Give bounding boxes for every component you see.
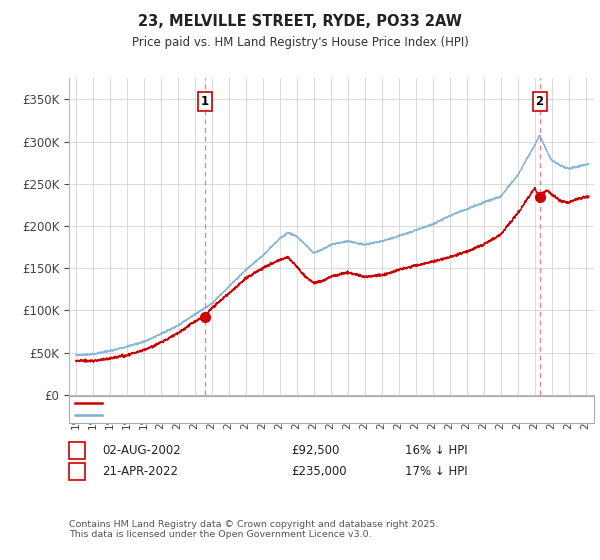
Text: 1: 1 [201, 95, 209, 108]
Text: 16% ↓ HPI: 16% ↓ HPI [405, 444, 467, 458]
Text: 23, MELVILLE STREET, RYDE, PO33 2AW (semi-detached house): 23, MELVILLE STREET, RYDE, PO33 2AW (sem… [108, 399, 437, 408]
Text: 02-AUG-2002: 02-AUG-2002 [102, 444, 181, 458]
Text: 23, MELVILLE STREET, RYDE, PO33 2AW: 23, MELVILLE STREET, RYDE, PO33 2AW [138, 14, 462, 29]
Text: Price paid vs. HM Land Registry's House Price Index (HPI): Price paid vs. HM Land Registry's House … [131, 36, 469, 49]
Text: 17% ↓ HPI: 17% ↓ HPI [405, 465, 467, 478]
Text: 2: 2 [73, 465, 81, 478]
Text: 21-APR-2022: 21-APR-2022 [102, 465, 178, 478]
Text: £92,500: £92,500 [291, 444, 340, 458]
Text: Contains HM Land Registry data © Crown copyright and database right 2025.
This d: Contains HM Land Registry data © Crown c… [69, 520, 439, 539]
Text: HPI: Average price, semi-detached house, Isle of Wight: HPI: Average price, semi-detached house,… [108, 410, 395, 420]
Text: £235,000: £235,000 [291, 465, 347, 478]
Text: 2: 2 [536, 95, 544, 108]
Text: 1: 1 [73, 444, 81, 458]
